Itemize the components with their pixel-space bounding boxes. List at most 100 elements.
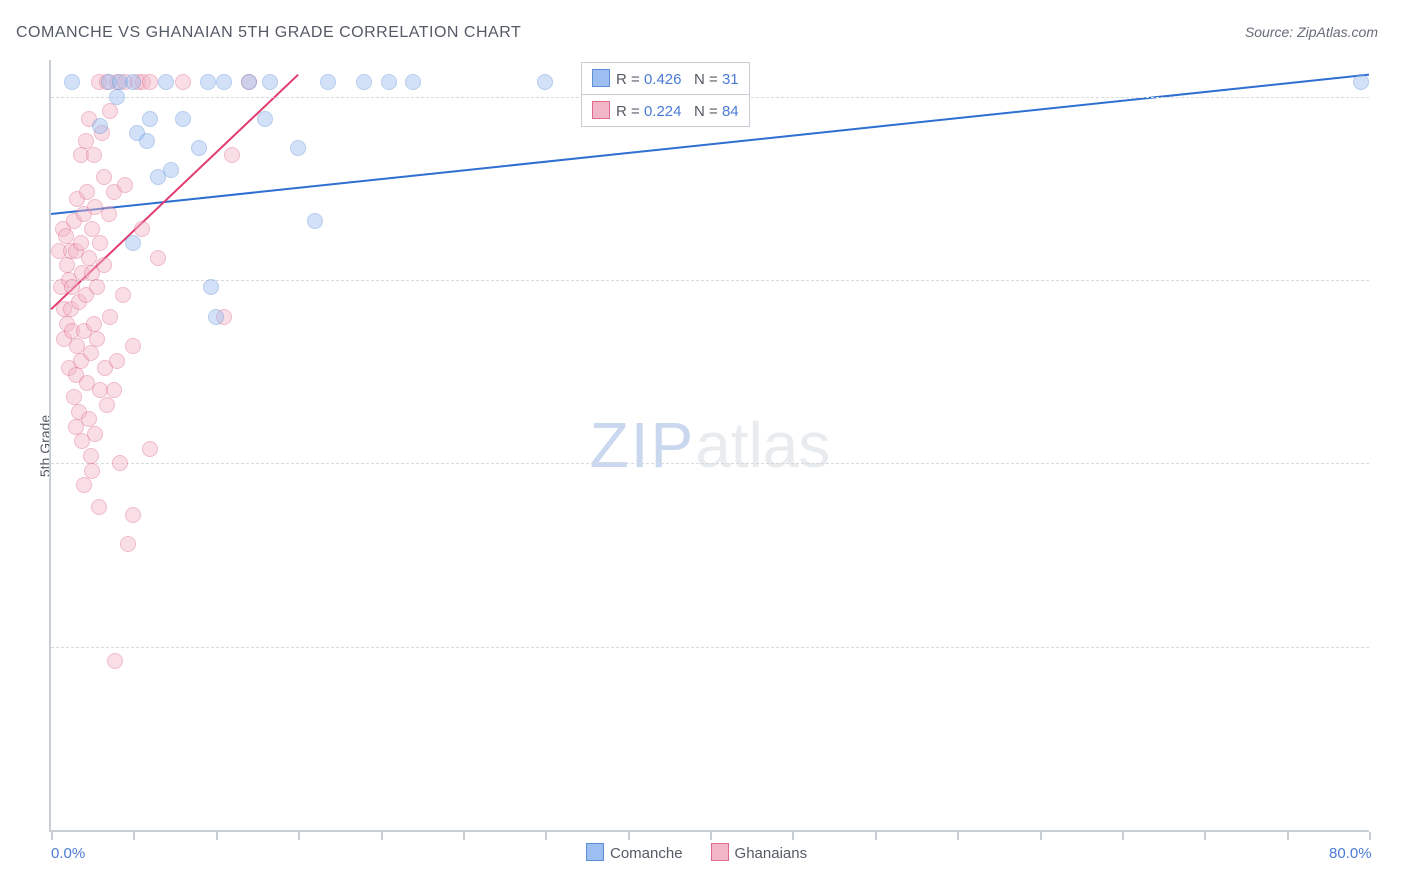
- legend-swatch: [592, 69, 610, 87]
- scatter-point: [307, 213, 323, 229]
- scatter-point: [241, 74, 257, 90]
- scatter-point: [102, 309, 118, 325]
- grid-line: [51, 647, 1369, 648]
- scatter-point: [175, 111, 191, 127]
- scatter-point: [142, 441, 158, 457]
- scatter-point: [175, 74, 191, 90]
- scatter-point: [142, 74, 158, 90]
- x-tick: [628, 832, 630, 840]
- scatter-point: [89, 331, 105, 347]
- n-value: 84: [722, 103, 739, 120]
- scatter-point: [356, 74, 372, 90]
- scatter-point: [73, 235, 89, 251]
- scatter-point: [76, 477, 92, 493]
- scatter-point: [262, 74, 278, 90]
- x-tick: [957, 832, 959, 840]
- legend-swatch: [592, 101, 610, 119]
- scatter-point: [66, 389, 82, 405]
- x-tick: [792, 832, 794, 840]
- watermark: ZIPatlas: [590, 408, 831, 482]
- scatter-point: [102, 103, 118, 119]
- n-label: N =: [694, 71, 722, 88]
- scatter-point: [64, 74, 80, 90]
- scatter-point: [125, 507, 141, 523]
- scatter-point: [115, 287, 131, 303]
- y-tick-label: 100.0%: [1379, 88, 1406, 105]
- scatter-point: [117, 177, 133, 193]
- stats-legend: R = 0.426 N = 31R = 0.224 N = 84: [581, 62, 750, 126]
- stats-legend-row: R = 0.224 N = 84: [581, 94, 750, 127]
- scatter-point: [125, 338, 141, 354]
- series-legend: Comanche Ghanaians: [586, 843, 835, 862]
- series-name: Comanche: [610, 845, 683, 862]
- scatter-point: [134, 221, 150, 237]
- series-legend-item: Comanche: [586, 845, 683, 862]
- x-tick: [1287, 832, 1289, 840]
- x-tick: [216, 832, 218, 840]
- scatter-point: [142, 111, 158, 127]
- x-tick: [1204, 832, 1206, 840]
- scatter-point: [257, 111, 273, 127]
- x-tick: [545, 832, 547, 840]
- scatter-point: [290, 140, 306, 156]
- scatter-point: [120, 536, 136, 552]
- scatter-point: [224, 147, 240, 163]
- scatter-point: [191, 140, 207, 156]
- trend-lines-layer: [51, 60, 1369, 830]
- scatter-point: [92, 235, 108, 251]
- x-tick-label: 80.0%: [1329, 845, 1372, 862]
- scatter-point: [107, 653, 123, 669]
- scatter-point: [96, 169, 112, 185]
- scatter-point: [109, 89, 125, 105]
- r-label: R =: [616, 103, 644, 120]
- grid-line: [51, 463, 1369, 464]
- x-tick: [1122, 832, 1124, 840]
- legend-swatch: [711, 843, 729, 861]
- x-tick: [463, 832, 465, 840]
- r-value: 0.224: [644, 103, 682, 120]
- scatter-point: [58, 228, 74, 244]
- scatter-point: [96, 257, 112, 273]
- n-value: 31: [722, 71, 739, 88]
- scatter-point: [59, 257, 75, 273]
- scatter-point: [125, 235, 141, 251]
- scatter-plot-area: ZIPatlas 92.5%95.0%97.5%100.0%0.0%80.0%R…: [49, 60, 1369, 832]
- scatter-point: [87, 426, 103, 442]
- scatter-point: [200, 74, 216, 90]
- scatter-point: [84, 463, 100, 479]
- scatter-point: [81, 250, 97, 266]
- y-tick-label: 97.5%: [1379, 272, 1406, 289]
- scatter-point: [99, 397, 115, 413]
- y-tick-label: 92.5%: [1379, 638, 1406, 655]
- scatter-point: [150, 250, 166, 266]
- scatter-point: [139, 133, 155, 149]
- x-tick: [133, 832, 135, 840]
- series-legend-item: Ghanaians: [711, 845, 808, 862]
- scatter-point: [86, 147, 102, 163]
- scatter-point: [84, 221, 100, 237]
- chart-title: COMANCHE VS GHANAIAN 5TH GRADE CORRELATI…: [16, 24, 521, 42]
- scatter-point: [79, 184, 95, 200]
- x-tick: [710, 832, 712, 840]
- scatter-point: [89, 279, 105, 295]
- x-tick: [1369, 832, 1371, 840]
- y-tick-label: 95.0%: [1379, 455, 1406, 472]
- scatter-point: [1353, 74, 1369, 90]
- scatter-point: [208, 309, 224, 325]
- series-name: Ghanaians: [735, 845, 808, 862]
- x-tick: [381, 832, 383, 840]
- scatter-point: [81, 411, 97, 427]
- x-tick: [51, 832, 53, 840]
- scatter-point: [320, 74, 336, 90]
- scatter-point: [216, 74, 232, 90]
- stats-legend-row: R = 0.426 N = 31: [581, 62, 750, 95]
- n-label: N =: [694, 103, 722, 120]
- x-tick: [298, 832, 300, 840]
- r-value: 0.426: [644, 71, 682, 88]
- scatter-point: [405, 74, 421, 90]
- scatter-point: [101, 206, 117, 222]
- scatter-point: [86, 316, 102, 332]
- source-attribution: Source: ZipAtlas.com: [1245, 24, 1378, 40]
- scatter-point: [83, 345, 99, 361]
- x-tick: [875, 832, 877, 840]
